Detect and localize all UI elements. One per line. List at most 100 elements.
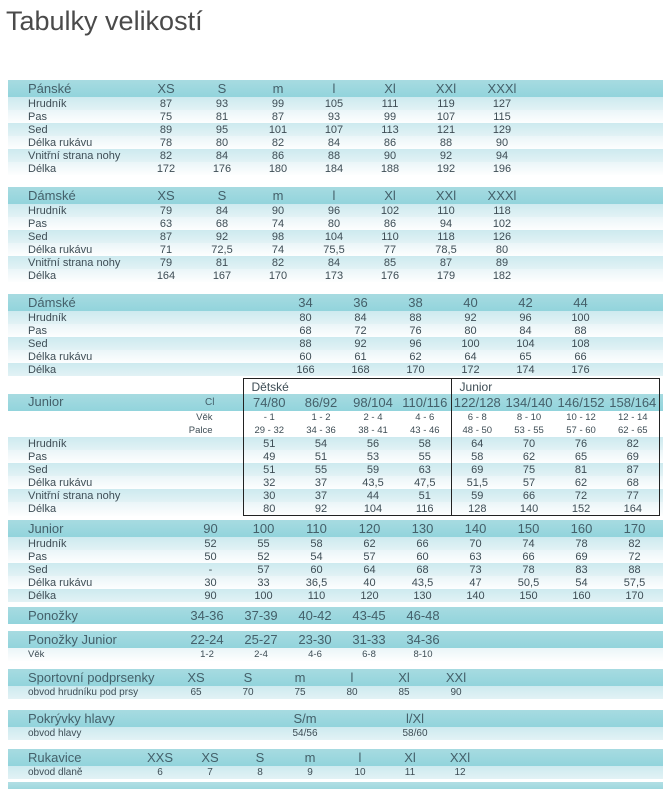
- value-cell: 119: [418, 97, 474, 110]
- row-label: Délka rukávu: [8, 476, 243, 489]
- value-cell: 62: [555, 476, 608, 489]
- table-name: Sportovní podprsenky: [28, 670, 155, 685]
- value-cell: 86: [250, 149, 306, 162]
- value-cell: 88: [388, 311, 443, 324]
- value-cell: 111: [362, 97, 418, 110]
- row-filler: [661, 563, 663, 576]
- value-cell: 167: [194, 269, 250, 282]
- value-cell: 140: [449, 589, 502, 602]
- value-cell: 66: [396, 537, 449, 550]
- size-header-cell: 100: [237, 520, 290, 537]
- row-label: Pas: [8, 550, 184, 563]
- size-header-cell: 146/152: [555, 394, 608, 411]
- header-filler: [661, 520, 663, 537]
- value-cell: 127: [474, 97, 530, 110]
- value-cell: 107: [418, 110, 474, 123]
- size-header-cell: 130: [396, 520, 449, 537]
- row-filler: [661, 589, 663, 602]
- value-cell: 65: [555, 450, 608, 463]
- row-filler: [661, 550, 663, 563]
- value-cell: 72: [555, 489, 608, 502]
- row-filler: [530, 149, 663, 162]
- row-label-text: Vnitřní strana nohy: [28, 489, 121, 502]
- size-header-cell: l: [326, 669, 378, 686]
- row-label: Sed: [8, 230, 138, 243]
- value-cell: 8: [235, 766, 285, 779]
- value-cell: 77: [362, 243, 418, 256]
- size-header-cell: l: [335, 749, 385, 766]
- value-cell: 108: [553, 337, 608, 350]
- value-cell: 168: [333, 363, 388, 376]
- table-name: Junior: [28, 394, 64, 409]
- value-cell: 71: [138, 243, 194, 256]
- value-cell: 128: [450, 502, 504, 516]
- value-cell: 174: [498, 363, 553, 376]
- value-cell: 70: [222, 686, 274, 699]
- row-label-text: obvod hlavy: [28, 728, 82, 739]
- value-cell: 37: [295, 476, 347, 489]
- value-cell: 1 - 2: [295, 411, 347, 424]
- value-cell: 164: [607, 502, 660, 516]
- value-cell: 68: [278, 324, 333, 337]
- value-cell: 54: [295, 437, 347, 450]
- row-filler: [659, 450, 663, 463]
- table-header-cell: Ponožky Junior: [8, 631, 180, 648]
- value-cell: 89: [138, 123, 194, 136]
- row-filler: [530, 230, 663, 243]
- value-cell: 84: [194, 149, 250, 162]
- value-cell: 57: [343, 550, 396, 563]
- value-cell: 6 - 8: [450, 411, 504, 424]
- row-label: Délka: [8, 269, 138, 282]
- row-filler: [530, 269, 663, 282]
- row-label: obvod dlaně: [8, 766, 135, 779]
- value-cell: 110: [418, 204, 474, 217]
- size-header-cell: l/Xl: [360, 710, 470, 727]
- value-cell: 89: [474, 256, 530, 269]
- row-label: Sed: [8, 563, 184, 576]
- value-cell: 93: [306, 110, 362, 123]
- value-cell: 51: [242, 437, 295, 450]
- row-label: Hrudník: [8, 97, 138, 110]
- size-header-cell: 36: [333, 294, 388, 311]
- value-cell: 75: [138, 110, 194, 123]
- value-cell: 54/56: [250, 727, 360, 740]
- size-header-cell: 150: [502, 520, 555, 537]
- value-cell: 60: [290, 563, 343, 576]
- value-cell: 90: [184, 589, 237, 602]
- table-header-cell: Dámské: [8, 294, 278, 311]
- value-cell: 85: [362, 256, 418, 269]
- value-cell: 150: [502, 589, 555, 602]
- row-filler: [530, 123, 663, 136]
- value-cell: 87: [138, 230, 194, 243]
- value-cell: 2-4: [234, 648, 288, 661]
- value-cell: 129: [474, 123, 530, 136]
- value-cell: 152: [555, 502, 608, 516]
- size-header-cell: S: [194, 187, 250, 204]
- value-cell: 88: [278, 337, 333, 350]
- value-cell: 29 - 32: [242, 424, 295, 437]
- value-cell: 84: [306, 136, 362, 149]
- row-label-text: Věk: [196, 412, 213, 423]
- value-cell: 63: [449, 550, 502, 563]
- size-header-cell: 22-24: [180, 631, 234, 648]
- row-label-text: Délka: [28, 162, 57, 175]
- table-header-cell: Rukavice: [8, 749, 135, 766]
- value-cell: 56: [347, 437, 399, 450]
- value-cell: 82: [608, 537, 661, 550]
- row-label-text: Pas: [28, 110, 47, 123]
- value-cell: 76: [388, 324, 443, 337]
- size-header-cell: 34-36: [396, 631, 450, 648]
- row-label: Délka: [8, 363, 278, 376]
- value-cell: 60: [278, 350, 333, 363]
- value-cell: 85: [378, 686, 430, 699]
- size-header-cell: XS: [185, 749, 235, 766]
- size-header-cell: 122/128: [450, 394, 504, 411]
- row-filler: [530, 256, 663, 269]
- size-header-cell: 98/104: [347, 394, 399, 411]
- value-cell: 4 - 6: [399, 411, 452, 424]
- row-filler: [530, 136, 663, 149]
- header-filler: [482, 669, 663, 686]
- group-row-filler: [659, 378, 663, 394]
- size-header-cell: 170: [608, 520, 661, 537]
